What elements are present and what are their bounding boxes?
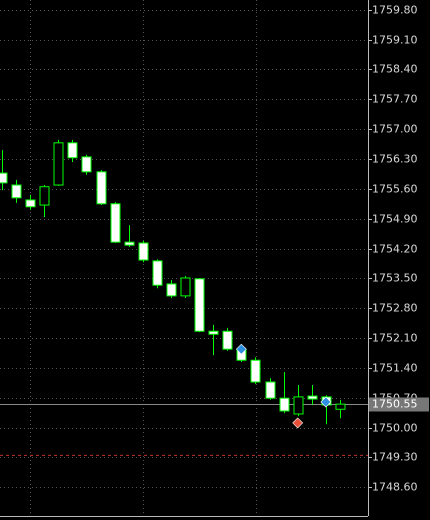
y-tick-label: 1748.60 <box>372 481 418 494</box>
y-tick-label: 1759.10 <box>372 34 418 47</box>
y-tick-label: 1758.40 <box>372 63 418 76</box>
candle-body <box>39 186 50 206</box>
y-tick-label: 1757.00 <box>372 123 418 136</box>
candle-body <box>208 330 219 335</box>
candle-body <box>110 203 121 243</box>
candle-body <box>335 403 346 410</box>
candle-body <box>81 156 92 173</box>
candle-body <box>180 277 191 297</box>
candle-body <box>138 242 149 261</box>
candle-body <box>67 142 78 159</box>
candle-body <box>53 142 64 186</box>
last-price-box <box>369 397 429 412</box>
trade-marker <box>292 417 304 429</box>
candle-body <box>222 330 233 350</box>
candle-body <box>96 171 107 205</box>
candle-body <box>279 397 290 412</box>
candle-body <box>152 260 163 286</box>
y-tick-label: 1757.70 <box>372 93 418 106</box>
candle-body <box>25 199 36 208</box>
candle-body <box>250 359 261 383</box>
y-tick-label: 1751.40 <box>372 362 418 375</box>
last-price-label: 1750.55 <box>372 398 418 411</box>
y-tick-label: 1752.10 <box>372 332 418 345</box>
candle-body <box>265 381 276 399</box>
candle-body <box>307 395 318 400</box>
y-tick-label: 1750.00 <box>372 422 418 435</box>
y-tick-label: 1749.30 <box>372 451 418 464</box>
y-tick-label: 1755.60 <box>372 183 418 196</box>
trade-marker <box>235 343 247 355</box>
candle-body <box>11 184 22 199</box>
candle-body <box>124 241 135 246</box>
y-tick-label: 1759.80 <box>372 4 418 17</box>
y-tick-label: 1752.80 <box>372 302 418 315</box>
candle-body <box>293 396 304 415</box>
y-tick-label: 1753.50 <box>372 272 418 285</box>
y-tick-label: 1754.20 <box>372 243 418 256</box>
candle-body <box>166 283 177 297</box>
candle-body <box>0 172 8 184</box>
trade-marker <box>320 396 332 408</box>
y-tick-label: 1754.90 <box>372 213 418 226</box>
candle-body <box>194 278 205 332</box>
y-tick-label: 1756.30 <box>372 153 418 166</box>
